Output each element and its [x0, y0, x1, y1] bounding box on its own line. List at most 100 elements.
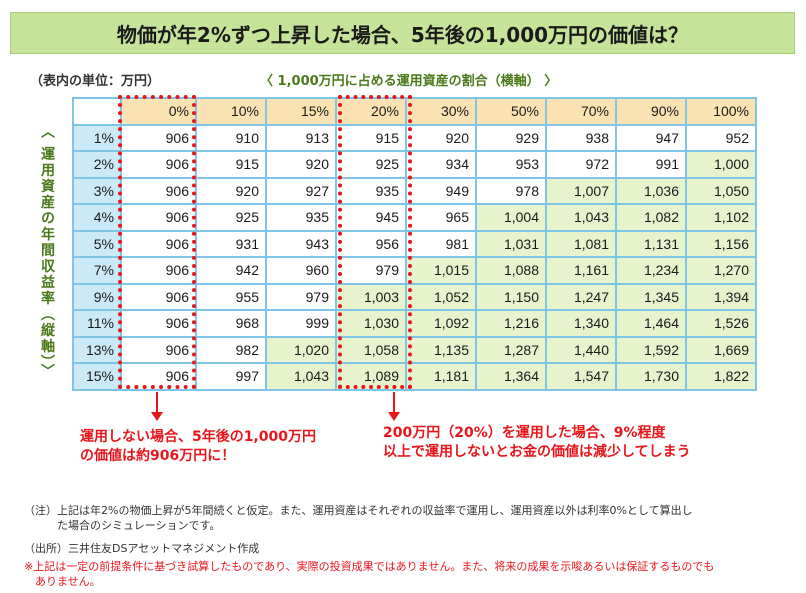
table-cell: 1,015 [405, 256, 477, 285]
table-cell: 1,270 [685, 256, 757, 285]
horizontal-axis-text: 1,000万円に占める運用資産の割合（横軸） [277, 74, 540, 89]
table-cell: 1,345 [615, 282, 687, 311]
table-cell: 1,234 [615, 256, 687, 285]
table-cell: 1,052 [405, 282, 477, 311]
table-cell: 931 [195, 229, 267, 258]
page-title: 物価が年2%ずつ上昇した場合、5年後の1,000万円の価値は？ [10, 12, 795, 54]
table-cell: 935 [335, 176, 407, 205]
table-cell: 978 [475, 176, 547, 205]
row-header: 3% [72, 176, 122, 205]
axis-close-bracket: 〉 [544, 74, 558, 89]
table-cell: 999 [265, 309, 337, 338]
table-cell: 906 [120, 176, 197, 205]
row-header: 2% [72, 150, 122, 179]
table-cell: 1,150 [475, 282, 547, 311]
table-cell: 1,000 [685, 150, 757, 179]
footnote-source: （出所）三井住友DSアセットマネジメント作成 [24, 542, 260, 555]
row-header: 7% [72, 256, 122, 285]
table-cell: 982 [195, 335, 267, 364]
row-header: 13% [72, 335, 122, 364]
table-cell: 1,043 [545, 203, 617, 232]
table-cell: 997 [195, 362, 267, 391]
table-cell: 953 [475, 150, 547, 179]
table-cell: 913 [265, 123, 337, 152]
callout-no-investment: 運用しない場合、5年後の1,000万円 の価値は約906万円に！ [80, 429, 317, 464]
row-header: 9% [72, 282, 122, 311]
table-cell: 1,247 [545, 282, 617, 311]
table-header-row: 0% 10% 15% 20% 30% 50% 70% 90% 100% [72, 97, 757, 126]
footnote-assumption: （注）上記は年2%の物価上昇が5年間続くと仮定。また、運用資産はそれぞれの収益率… [24, 504, 693, 532]
table-cell: 949 [405, 176, 477, 205]
table-cell: 906 [120, 335, 197, 364]
vertical-axis-label: 〈 運用資産の年間収益率（縦軸）〉 [39, 124, 55, 380]
table-cell: 920 [405, 123, 477, 152]
table-cell: 1,058 [335, 335, 407, 364]
table-row: 7% 906 942 960 979 1,015 1,088 1,161 1,234 1,270 [72, 256, 757, 285]
table-cell: 960 [265, 256, 337, 285]
table-cell: 906 [120, 282, 197, 311]
table-cell: 965 [405, 203, 477, 232]
table-cell: 906 [120, 203, 197, 232]
table-cell: 1,364 [475, 362, 547, 391]
table-cell: 1,131 [615, 229, 687, 258]
table-cell: 981 [405, 229, 477, 258]
value-table: 0% 10% 15% 20% 30% 50% 70% 90% 100% 1% 90… [72, 97, 757, 391]
table-cell: 906 [120, 309, 197, 338]
row-header: 4% [72, 203, 122, 232]
axis-open-bracket: 〈 [260, 74, 274, 89]
table-corner [72, 97, 122, 126]
table-cell: 1,081 [545, 229, 617, 258]
row-header: 5% [72, 229, 122, 258]
table-row: 5% 906 931 943 956 981 1,031 1,081 1,131 1,156 [72, 229, 757, 258]
table-cell: 1,043 [265, 362, 337, 391]
table-cell: 952 [685, 123, 757, 152]
table-cell: 1,102 [685, 203, 757, 232]
table-row: 3% 906 920 927 935 949 978 1,007 1,036 1,050 [72, 176, 757, 205]
table-cell: 929 [475, 123, 547, 152]
table-cell: 1,003 [335, 282, 407, 311]
table-cell: 1,181 [405, 362, 477, 391]
column-header: 30% [405, 97, 477, 126]
table-cell: 925 [335, 150, 407, 179]
table-cell: 1,156 [685, 229, 757, 258]
row-header: 11% [72, 309, 122, 338]
table-cell: 1,669 [685, 335, 757, 364]
table-cell: 945 [335, 203, 407, 232]
row-header: 1% [72, 123, 122, 152]
column-header: 90% [615, 97, 687, 126]
table-cell: 1,135 [405, 335, 477, 364]
table-cell: 915 [335, 123, 407, 152]
table-cell: 1,082 [615, 203, 687, 232]
table-cell: 1,030 [335, 309, 407, 338]
column-header: 70% [545, 97, 617, 126]
table-cell: 1,547 [545, 362, 617, 391]
table-cell: 947 [615, 123, 687, 152]
table-cell: 1,287 [475, 335, 547, 364]
table-cell: 906 [120, 229, 197, 258]
column-header: 0% [120, 97, 197, 126]
table-cell: 942 [195, 256, 267, 285]
table-cell: 910 [195, 123, 267, 152]
column-header: 20% [335, 97, 407, 126]
table-cell: 1,050 [685, 176, 757, 205]
table-row: 1% 906 910 913 915 920 929 938 947 952 [72, 123, 757, 152]
table-cell: 1,526 [685, 309, 757, 338]
table-cell: 1,161 [545, 256, 617, 285]
table-cell: 991 [615, 150, 687, 179]
table-cell: 920 [195, 176, 267, 205]
table-cell: 979 [335, 256, 407, 285]
table-cell: 1,088 [475, 256, 547, 285]
table-cell: 906 [120, 123, 197, 152]
table-cell: 906 [120, 362, 197, 391]
table-cell: 1,822 [685, 362, 757, 391]
table-cell: 935 [265, 203, 337, 232]
table-cell: 906 [120, 150, 197, 179]
footnote-disclaimer: ※上記は一定の前提条件に基づき試算したものであり、実際の投資成果ではありません。… [24, 560, 715, 588]
table-cell: 943 [265, 229, 337, 258]
table-cell: 979 [265, 282, 337, 311]
table-cell: 927 [265, 176, 337, 205]
table-cell: 1,730 [615, 362, 687, 391]
table-cell: 1,464 [615, 309, 687, 338]
table-cell: 968 [195, 309, 267, 338]
table-cell: 1,340 [545, 309, 617, 338]
